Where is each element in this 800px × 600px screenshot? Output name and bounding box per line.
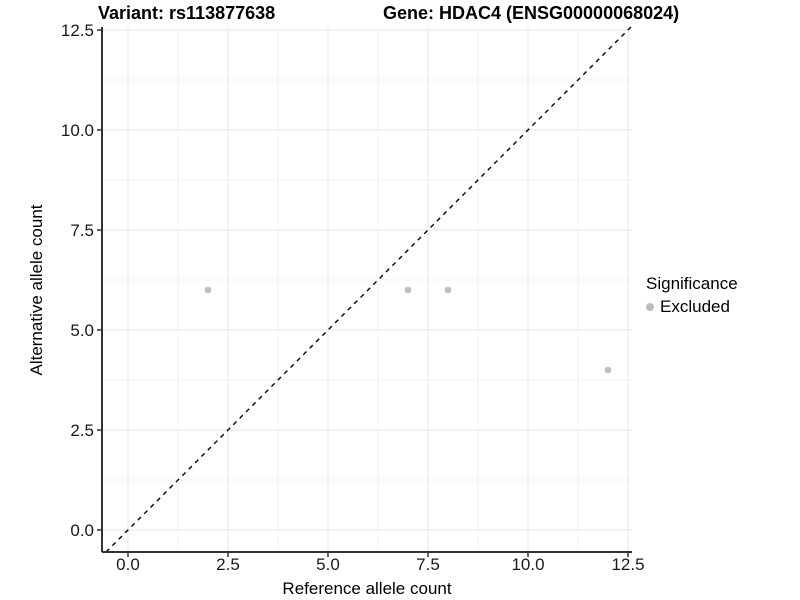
- x-tick-label: 2.5: [216, 555, 240, 574]
- x-tick-label: 7.5: [416, 555, 440, 574]
- legend-entry-excluded: Excluded: [646, 297, 738, 317]
- y-tick-label: 7.5: [70, 221, 94, 240]
- x-tick-label: 12.5: [611, 555, 644, 574]
- x-tick-label: 5.0: [316, 555, 340, 574]
- y-tick-label: 2.5: [70, 421, 94, 440]
- x-tick-label: 10.0: [511, 555, 544, 574]
- legend: Significance Excluded: [646, 274, 738, 317]
- y-tick-label: 10.0: [61, 121, 94, 140]
- x-tick-label: 0.0: [116, 555, 140, 574]
- data-point: [404, 286, 412, 294]
- y-axis-label: Alternative allele count: [27, 204, 46, 376]
- x-axis-label: Reference allele count: [282, 579, 452, 598]
- y-tick-label: 0.0: [70, 521, 94, 540]
- gene-title: Gene: HDAC4 (ENSG00000068024): [383, 3, 680, 23]
- y-tick-label: 5.0: [70, 321, 94, 340]
- legend-entry-label: Excluded: [660, 297, 730, 316]
- legend-title: Significance: [646, 274, 738, 293]
- data-point: [204, 286, 212, 294]
- data-point: [604, 366, 612, 374]
- variant-title: Variant: rs113877638: [98, 3, 276, 23]
- data-point: [444, 286, 452, 294]
- y-tick-label: 12.5: [61, 21, 94, 40]
- identity-dashed-line: [105, 26, 632, 553]
- excluded-point-icon: [646, 303, 654, 311]
